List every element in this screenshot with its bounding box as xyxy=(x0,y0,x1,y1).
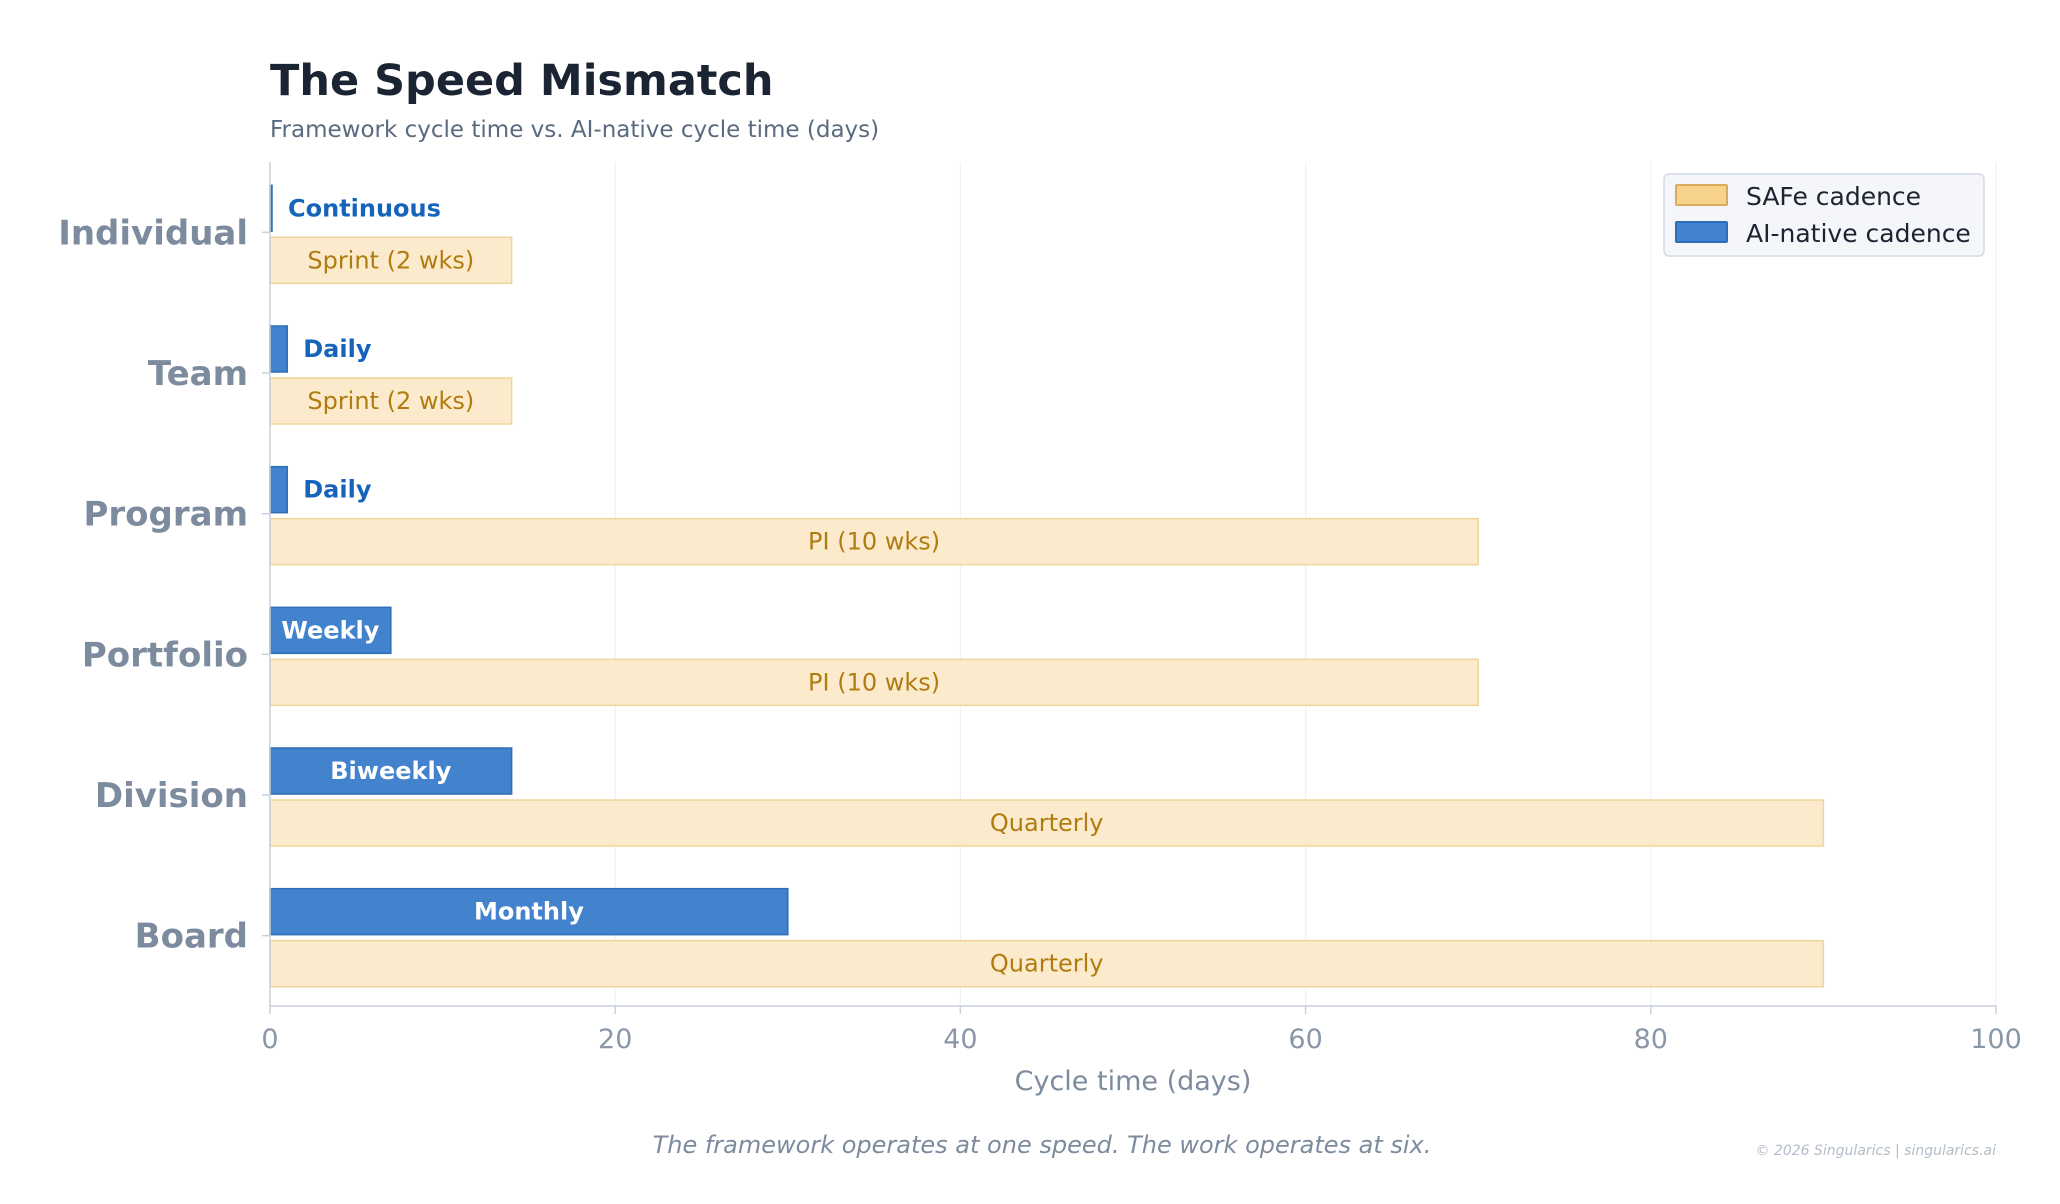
bar-ai-native-team xyxy=(269,325,289,373)
bar-ai-native-division xyxy=(269,747,513,795)
bar-label-safe-portfolio: PI (10 wks) xyxy=(808,668,940,696)
bar-ai-native-board xyxy=(269,887,789,936)
x-tick-label-20: 20 xyxy=(598,1024,632,1055)
legend-swatch-safe xyxy=(1675,184,1728,206)
bar-safe-team xyxy=(269,377,513,425)
category-label-team: Team xyxy=(148,354,248,394)
chart-subtitle: Framework cycle time vs. AI-native cycle… xyxy=(270,117,879,143)
bar-safe-portfolio xyxy=(269,658,1479,707)
bar-safe-individual xyxy=(269,236,513,285)
bar-label-safe-team: Sprint (2 wks) xyxy=(307,387,474,415)
grid-lines xyxy=(614,162,1997,1006)
x-tick-label-0: 0 xyxy=(261,1024,278,1055)
chart-caption: The framework operates at one speed. The… xyxy=(653,1131,1432,1159)
category-label-portfolio: Portfolio xyxy=(82,635,248,675)
bar-label-ai-native-individual: Continuous xyxy=(288,194,441,222)
x-tick-label-100: 100 xyxy=(1970,1024,2022,1055)
category-label-program: Program xyxy=(83,495,248,535)
bar-label-ai-native-portfolio: Weekly xyxy=(281,616,379,644)
axes: 0 20 40 60 80 100 Individual Team Program Portfol… xyxy=(58,162,2022,1055)
bar-label-ai-native-program: Daily xyxy=(303,476,372,504)
legend: SAFe cadence AI-native cadence xyxy=(1663,173,1985,257)
x-axis-label: Cycle time (days) xyxy=(1015,1066,1252,1097)
bar-label-safe-board: Quarterly xyxy=(990,950,1104,978)
bar-label-ai-native-board: Monthly xyxy=(474,898,584,926)
category-label-board: Board xyxy=(135,917,248,957)
bar-safe-program xyxy=(269,517,1479,566)
legend-box xyxy=(1663,173,1985,257)
legend-label-ai-native: AI-native cadence xyxy=(1746,219,1971,248)
legend-label-safe: SAFe cadence xyxy=(1746,182,1921,211)
bar-safe-board xyxy=(269,939,1825,988)
chart-title: The Speed Mismatch xyxy=(270,56,774,106)
x-tick-label-80: 80 xyxy=(1634,1024,1668,1055)
copyright-notice: © 2026 Singularics | singularics.ai xyxy=(1755,1143,1996,1159)
bar-safe-division xyxy=(269,799,1825,847)
category-label-individual: Individual xyxy=(58,213,248,253)
category-label-division: Division xyxy=(95,776,248,816)
x-tick-label-60: 60 xyxy=(1288,1024,1322,1055)
bar-label-ai-native-team: Daily xyxy=(303,335,372,363)
plot-area: Continuous Sprint (2 wks) Daily Sprint (2 w… xyxy=(269,184,1825,988)
bar-label-safe-program: PI (10 wks) xyxy=(808,528,940,556)
bar-label-safe-division: Quarterly xyxy=(990,809,1104,837)
legend-swatch-ai-native xyxy=(1675,221,1728,243)
bar-ai-native-program xyxy=(269,465,289,514)
bar-label-ai-native-division: Biweekly xyxy=(330,757,451,785)
bar-label-safe-individual: Sprint (2 wks) xyxy=(307,246,474,274)
x-tick-label-40: 40 xyxy=(943,1024,977,1055)
